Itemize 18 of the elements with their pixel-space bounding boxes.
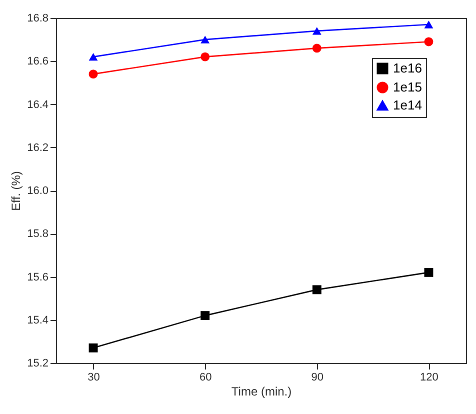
- y-tick-label: 16.0: [27, 185, 48, 197]
- y-tick-label: 16.2: [27, 142, 48, 154]
- x-axis-title: Time (min.): [231, 384, 292, 398]
- y-tick-label: 16.6: [27, 56, 48, 68]
- y-tick-label: 15.4: [27, 314, 48, 326]
- x-tick-label: 30: [88, 372, 100, 384]
- legend-label: 1e15: [393, 80, 422, 94]
- y-axis-title: Eff. (%): [9, 171, 24, 211]
- y-tick-label: 15.8: [27, 228, 48, 240]
- y-tick-label: 16.4: [27, 98, 48, 111]
- x-tick-label: 120: [420, 372, 438, 384]
- legend-label: 1e14: [393, 98, 422, 112]
- legend-label: 1e16: [393, 60, 422, 76]
- x-tick-label: 90: [311, 372, 324, 384]
- x-tick-label: 60: [199, 372, 212, 384]
- y-tick-label: 15.6: [27, 271, 48, 284]
- y-tick-label: 15.2: [27, 358, 48, 370]
- y-tick-label: 16.8: [27, 12, 48, 24]
